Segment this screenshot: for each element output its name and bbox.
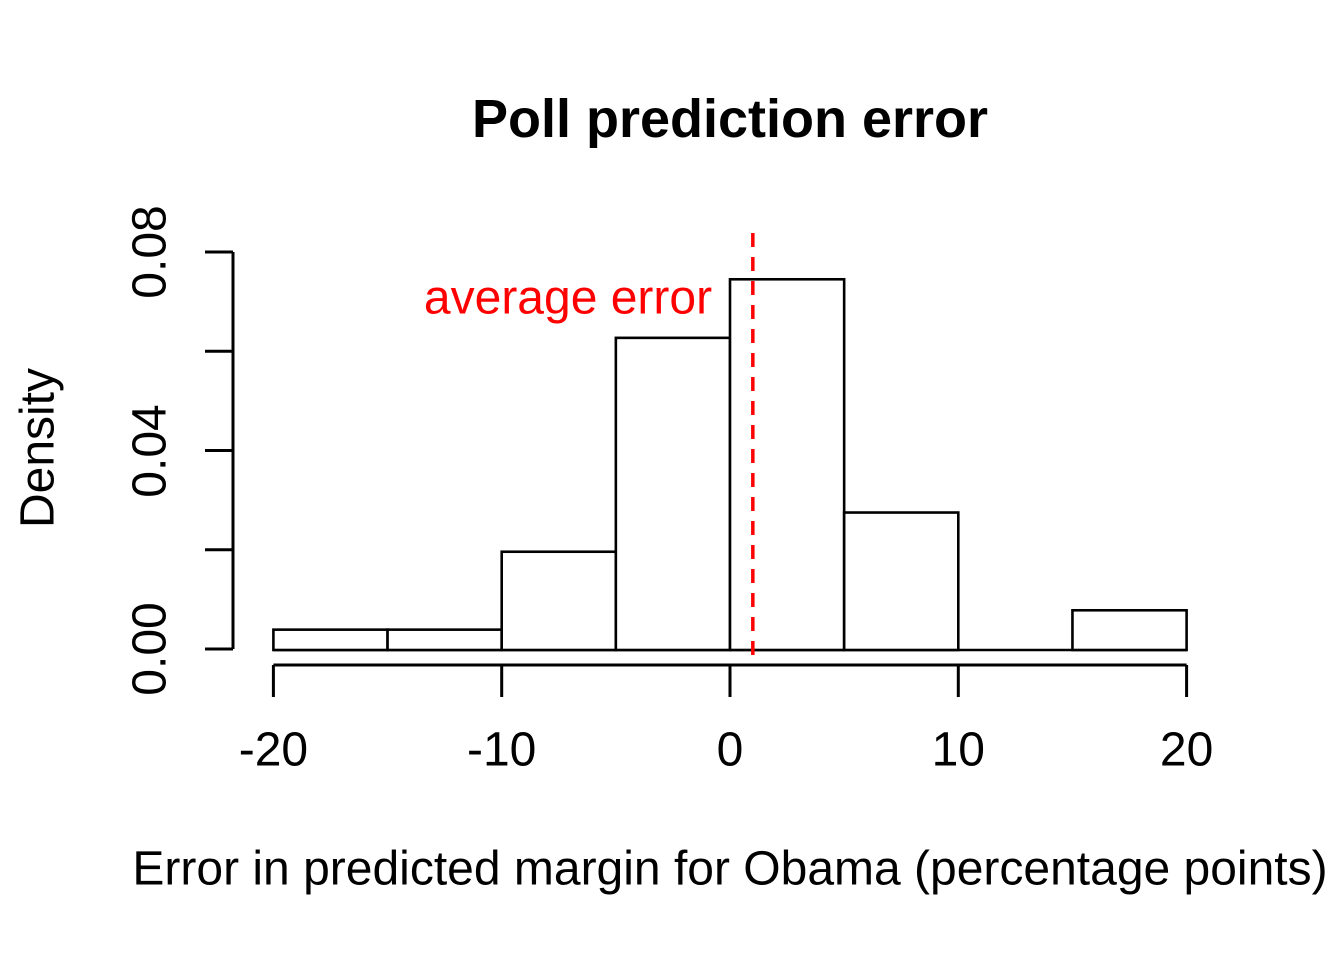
x-tick-label: -10 xyxy=(467,723,537,777)
y-tick-label: 0.00 xyxy=(123,602,177,696)
y-axis-title: Density xyxy=(11,367,65,529)
x-tick-label: 10 xyxy=(931,723,985,777)
average-error-label: average error xyxy=(423,271,713,325)
histogram-bar xyxy=(614,336,732,652)
histogram-bar xyxy=(1071,608,1188,652)
x-tick-label: -20 xyxy=(238,723,309,777)
y-tick-label: 0.08 xyxy=(123,205,177,299)
chart-title: Poll prediction error xyxy=(471,89,989,149)
histogram-bar xyxy=(842,511,960,652)
x-tick-label: 20 xyxy=(1159,723,1214,777)
histogram-bar xyxy=(272,628,389,652)
x-tick-label: 0 xyxy=(716,723,744,777)
histogram-bar xyxy=(728,277,846,652)
y-tick-label: 0.04 xyxy=(123,403,177,498)
histogram-bar xyxy=(386,628,503,652)
histogram-bar xyxy=(500,550,618,652)
x-axis-title: Error in predicted margin for Obama (per… xyxy=(132,842,1328,896)
